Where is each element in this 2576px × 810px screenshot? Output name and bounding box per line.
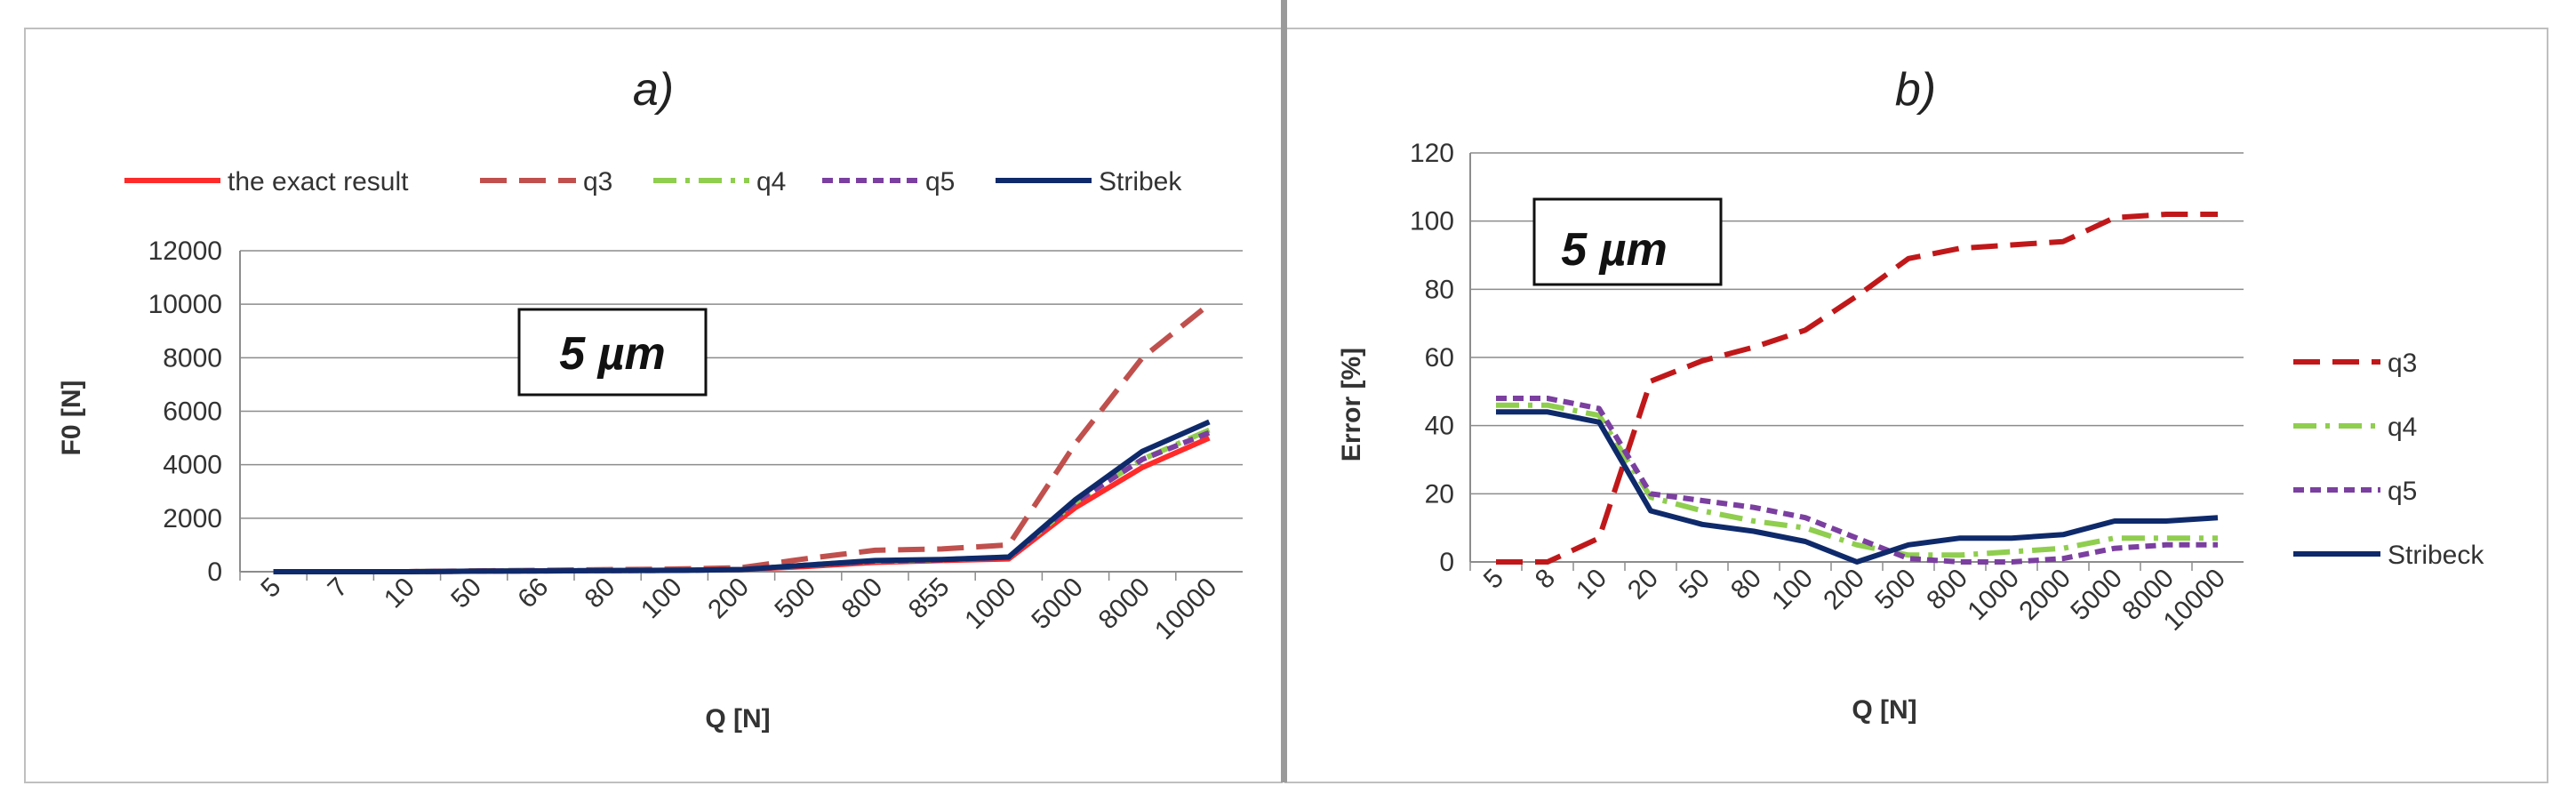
- chart-b-y-ticks: 0 20 40 60 80 100 120: [1410, 139, 1454, 577]
- panel-b-frame: [1284, 28, 2548, 783]
- chart-a: a) the exact result q3 q4 q5 Stribek 0 2000 40…: [57, 64, 1243, 734]
- chart-a-x-axis-label: Q [N]: [705, 704, 770, 734]
- chart-a-y-axis-label: F0 [N]: [57, 381, 86, 456]
- y-tick-label: 2000: [163, 504, 222, 533]
- y-tick-label: 4000: [163, 451, 222, 480]
- chart-b-legend: q3 q4 q5 Stribeck: [2293, 349, 2484, 570]
- y-tick-label: 80: [1425, 275, 1454, 304]
- panel-a-frame: [24, 28, 1283, 783]
- legend-label: Stribeck: [2388, 541, 2484, 570]
- series-line-stribeck: [1496, 409, 2219, 565]
- y-tick-label: 6000: [163, 397, 222, 427]
- legend-label: q3: [2388, 349, 2417, 378]
- y-tick-label: 8000: [163, 343, 222, 373]
- legend-label: q5: [2388, 477, 2417, 506]
- legend-label: q4: [2388, 413, 2417, 442]
- y-tick-label: 100: [1410, 207, 1454, 237]
- legend-label: q4: [756, 167, 786, 196]
- legend-label: q3: [583, 167, 612, 196]
- series-line-stribek: [273, 419, 1211, 574]
- series-line-q3: [1496, 212, 2218, 565]
- chart-b-y-axis-label: Error [%]: [1337, 348, 1366, 461]
- series-line-q5: [1496, 396, 2218, 565]
- chart-b-title: b): [1895, 64, 1936, 116]
- panel-divider: [1281, 0, 1287, 782]
- chart-a-annotation: 5 µm: [559, 328, 666, 380]
- chart-b-annotation-box: [1532, 197, 1723, 286]
- chart-a-y-ticks: 0 2000 4000 6000 8000 10000 12000: [148, 237, 222, 587]
- y-tick-label: 20: [1425, 479, 1454, 509]
- chart-b-annotation: 5 µm: [1561, 224, 1668, 276]
- chart-b-series: [1496, 212, 2219, 565]
- y-tick-label: 0: [1439, 548, 1454, 577]
- chart-b-x-axis-label: Q [N]: [1852, 695, 1916, 725]
- legend-label: the exact result: [228, 167, 409, 196]
- y-tick-label: 12000: [148, 237, 222, 266]
- legend-label: q5: [925, 167, 955, 196]
- y-tick-label: 60: [1425, 343, 1454, 373]
- series-line-q4: [1496, 402, 2218, 558]
- y-tick-label: 120: [1410, 139, 1454, 168]
- y-tick-label: 40: [1425, 412, 1454, 441]
- chart-a-legend: the exact result q3 q4 q5 Stribek: [124, 167, 1182, 196]
- legend-label: Stribek: [1099, 167, 1182, 196]
- chart-a-series: [273, 301, 1212, 574]
- chart-a-title: a): [633, 64, 674, 116]
- chart-a-annotation-box: [517, 308, 708, 397]
- y-tick-label: 0: [207, 557, 222, 587]
- y-tick-label: 10000: [148, 290, 222, 319]
